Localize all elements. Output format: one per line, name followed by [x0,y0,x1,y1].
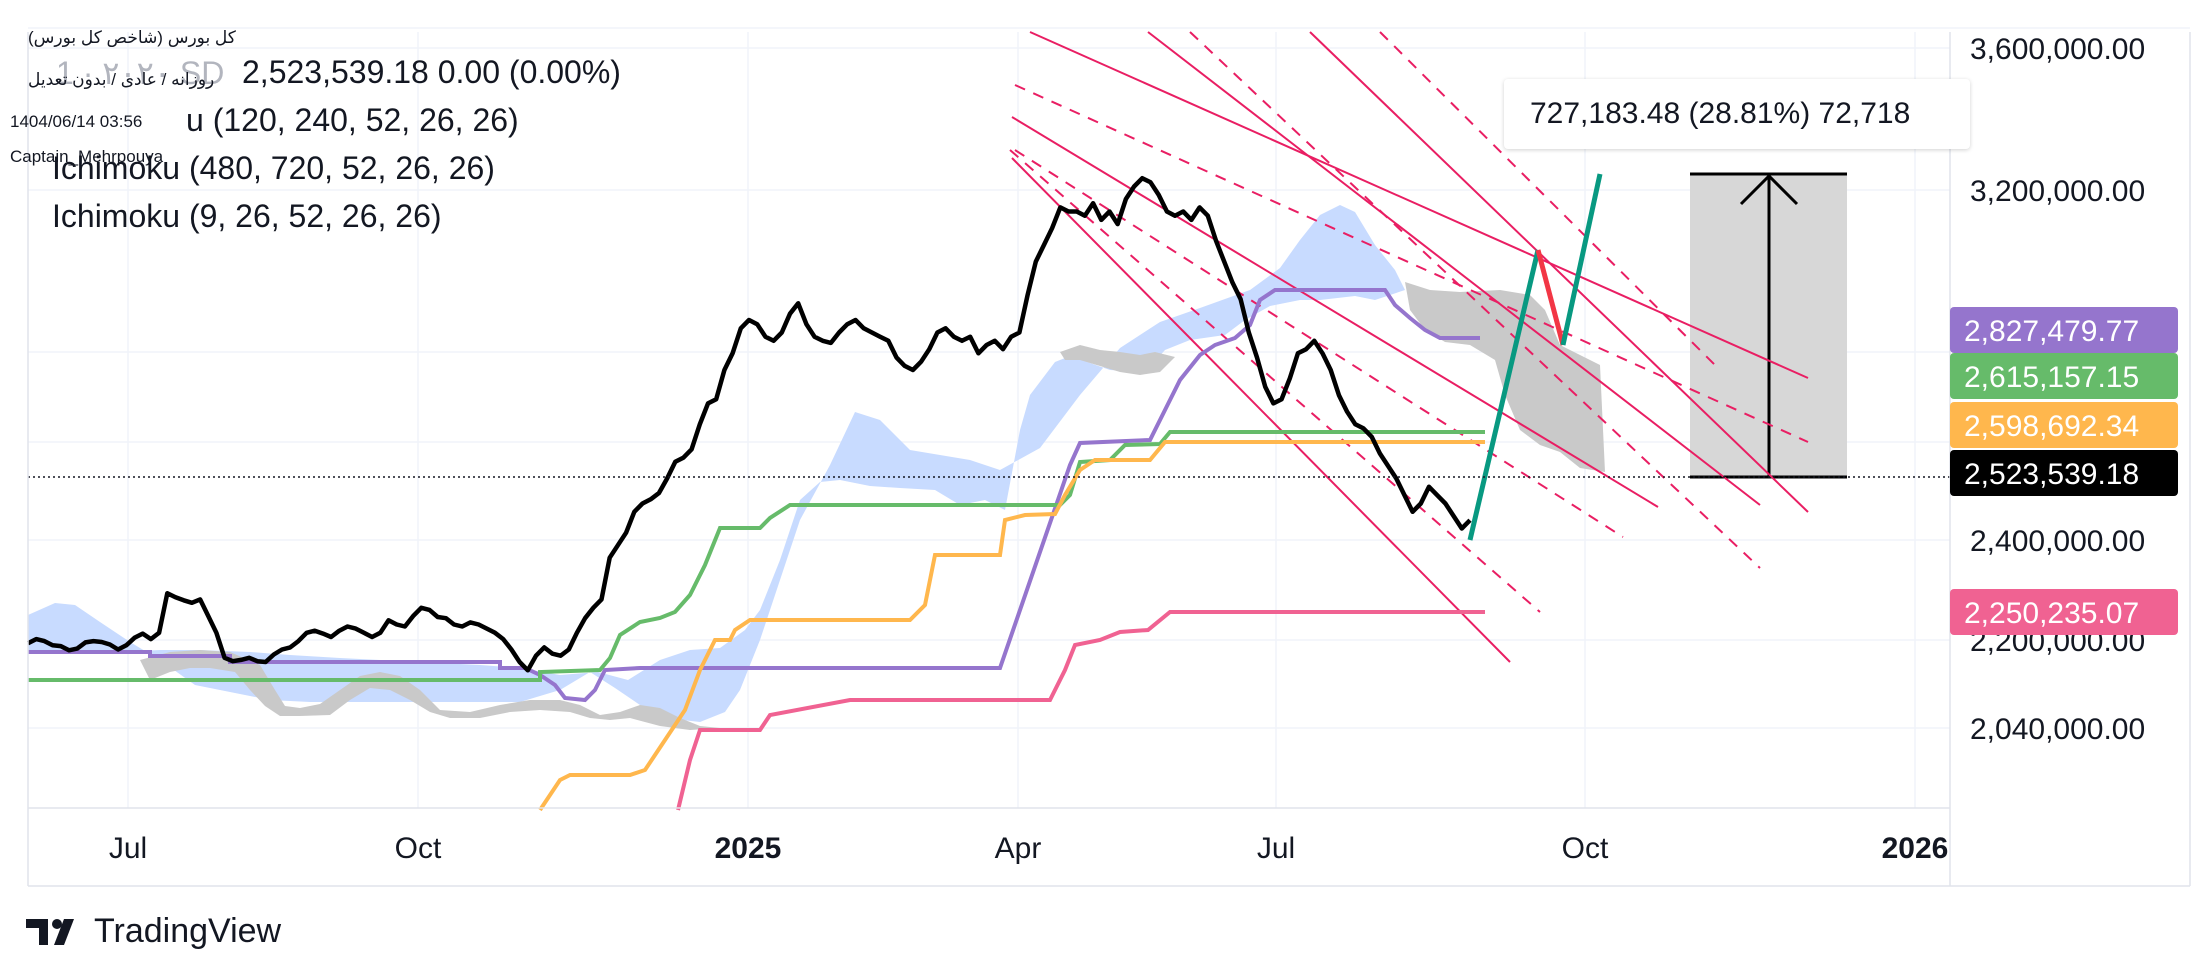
price-label-purple: 2,827,479.77 [1950,307,2178,353]
green-line [28,430,1485,682]
price-label-text: 2,523,539.18 [1964,458,2139,491]
x-axis-ticks: Jul Oct 2025 Apr Jul Oct 2026 [109,832,1949,865]
price-label-text: 2,598,692.34 [1964,410,2139,443]
price-series-line [26,175,1472,673]
cloud-gray-future [1405,282,1605,472]
purple-line [28,288,1480,703]
price-labels: 2,827,479.77 2,615,157.15 2,598,692.34 2,52… [1950,307,2178,635]
price-label-orange: 2,598,692.34 [1950,402,2178,448]
price-label-green: 2,615,157.15 [1950,353,2178,399]
forecast-up-2 [1560,173,1603,346]
timeframe-label: روزانه / عادی / بدون تعدیل [28,70,215,89]
x-tick-label: Jul [1257,832,1295,865]
price-label-pink: 2,250,235.07 [1950,589,2178,635]
ichimoku-clouds [28,205,1605,730]
forecast-up-1 [1467,249,1541,541]
axes [27,27,2191,887]
price-readout: 2,523,539.18 0.00 (0.00%) [242,54,621,90]
price-label-text: 2,615,157.15 [1964,361,2139,394]
x-tick-label: Oct [395,832,442,865]
ichimoku-legend-2[interactable]: Ichimoku (480, 720, 52, 26, 26) [52,150,495,186]
x-tick-label: Jul [109,832,147,865]
measure-readout: 727,183.48 (28.81%) 72,718 [1504,79,1970,149]
x-tick-label: Oct [1562,832,1609,865]
cloud-gray-short [140,650,720,730]
ichimoku-legend-3[interactable]: Ichimoku (9, 26, 52, 26, 26) [52,198,442,234]
cloud-gray-mid [1060,345,1175,375]
price-label-text: 2,250,235.07 [1964,597,2139,630]
forecast-down [1535,249,1566,346]
y-tick-label: 3,200,000.00 [1970,175,2145,208]
x-tick-label: 2025 [715,832,782,865]
price-label-text: 2,827,479.77 [1964,315,2139,348]
ticker-faded: 1 · ۲۰۲۰ SD [56,55,225,91]
orange-line [538,440,1485,812]
timestamp: 1404/06/14 03:56 [10,112,143,131]
y-tick-label: 3,600,000.00 [1970,33,2145,66]
measure-tool[interactable] [1690,172,1847,479]
y-tick-label: 2,040,000.00 [1970,713,2145,746]
brand-name: TradingView [94,912,282,950]
pink-line [676,610,1485,811]
author-label: Captain_Mehrpouya [10,147,164,166]
x-tick-label: 2026 [1882,832,1949,865]
x-tick-label: Apr [995,832,1042,865]
price-label-current: 2,523,539.18 [1950,450,2178,496]
tradingview-brand[interactable]: TradingView [26,912,281,951]
cloud-blue-long [28,205,1405,722]
symbol-title: کل بورس (شاخص کل بورس) [28,28,236,47]
indicator-lines [26,173,1603,812]
pitchfork-channels [1009,31,1809,663]
ichimoku-legend-1[interactable]: u (120, 240, 52, 26, 26) [186,102,519,138]
y-tick-label: 2,400,000.00 [1970,525,2145,558]
tradingview-logo-icon [26,918,74,945]
